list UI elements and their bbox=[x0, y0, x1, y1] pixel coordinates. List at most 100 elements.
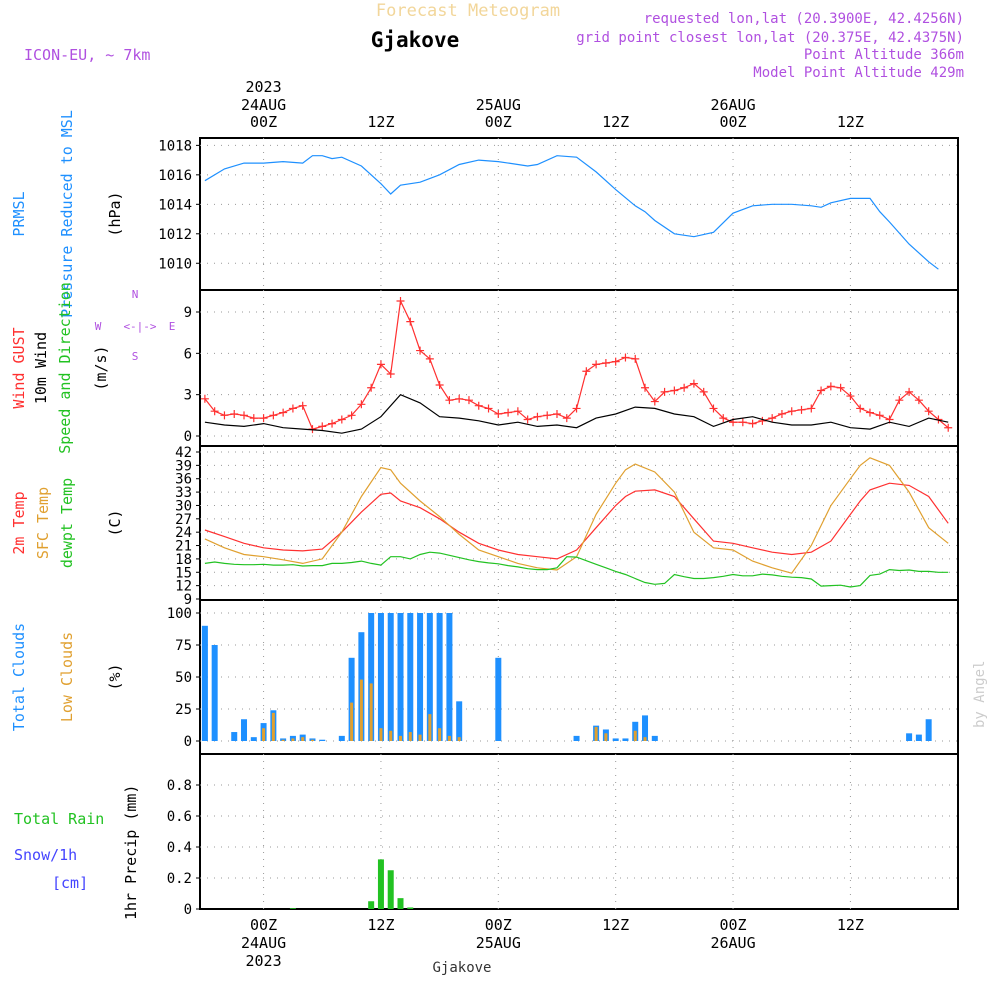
temperature-ytick-label: 9 bbox=[184, 592, 192, 608]
wind-gust-point bbox=[865, 408, 874, 417]
wind-gust-point bbox=[572, 404, 581, 413]
precip-ytick-label: 0.2 bbox=[167, 871, 192, 887]
clouds-bar-total bbox=[651, 735, 658, 741]
wind-gust-point bbox=[641, 383, 650, 392]
pressure-ytick-label: 1014 bbox=[158, 197, 192, 213]
clouds-bar-low bbox=[643, 737, 647, 741]
wind-gust-point bbox=[719, 414, 728, 423]
pressure-ytick-label: 1016 bbox=[158, 168, 192, 184]
temperature-series-2m bbox=[204, 482, 949, 560]
temperature-ytick-label: 21 bbox=[175, 539, 192, 555]
date-label-top: 26AUG bbox=[710, 96, 755, 114]
wind-gust-point bbox=[523, 415, 532, 424]
clouds-bar-low bbox=[281, 739, 285, 741]
clouds-label: Low Clouds bbox=[58, 632, 76, 722]
temperature-ytick-label: 27 bbox=[175, 512, 192, 528]
wind-gust-point bbox=[396, 296, 405, 305]
wind-gust-point bbox=[347, 411, 356, 420]
wind-label: Speed and Direction bbox=[56, 282, 74, 454]
clouds-bar-low bbox=[359, 679, 363, 741]
clouds-bar-total bbox=[241, 719, 248, 741]
temperature-label: (C) bbox=[106, 509, 124, 536]
wind-gust-point bbox=[259, 414, 268, 423]
clouds-bar-low bbox=[428, 714, 432, 741]
wind-series-wind bbox=[204, 393, 949, 434]
date-label-bottom: 25AUG bbox=[476, 934, 521, 952]
precip-label: [cm] bbox=[52, 874, 88, 892]
clouds-labels: Total Clouds Low Clouds (%) bbox=[10, 623, 124, 731]
clouds-bar-low bbox=[369, 683, 373, 741]
compass-label: E bbox=[169, 320, 176, 333]
time-tick-bottom: 00Z bbox=[485, 916, 512, 934]
temperature-label: SFC Temp bbox=[34, 487, 52, 559]
clouds-bar-low bbox=[291, 738, 295, 741]
pressure-series-line bbox=[204, 155, 939, 270]
wind-gust-point bbox=[660, 387, 669, 396]
wind-gust-point bbox=[777, 409, 786, 418]
wind-gust-point bbox=[895, 396, 904, 405]
precip-bar-rain bbox=[377, 859, 384, 909]
time-tick-top: 00Z bbox=[250, 113, 277, 131]
credit-label: by Angel bbox=[972, 661, 988, 728]
wind-gust-point bbox=[249, 414, 258, 423]
clouds-bar-total bbox=[348, 657, 355, 741]
wind-gust-point bbox=[758, 416, 767, 425]
wind-gust-point bbox=[631, 354, 640, 363]
clouds-bar-total bbox=[426, 613, 433, 741]
precip-bar-rain bbox=[407, 907, 414, 909]
date-label-top: 24AUG bbox=[241, 96, 286, 114]
clouds-bar-low bbox=[594, 726, 598, 741]
wind-gust-point bbox=[611, 357, 620, 366]
wind-ytick-label: 0 bbox=[184, 429, 192, 445]
wind-gust-point bbox=[386, 370, 395, 378]
temperature-ytick-label: 42 bbox=[175, 445, 192, 461]
precip-bar-rain bbox=[387, 870, 394, 909]
temperature-ytick-label: 30 bbox=[175, 498, 192, 514]
temperature-ytick-label: 12 bbox=[175, 579, 192, 595]
precip-label: Total Rain bbox=[14, 810, 104, 828]
wind-gust-point bbox=[875, 411, 884, 420]
wind-gust-point bbox=[836, 383, 845, 392]
gridpoint-coords: grid point closest lon,lat (20.375E, 42.… bbox=[576, 30, 964, 46]
pressure-ytick-label: 1010 bbox=[158, 256, 192, 272]
clouds-bar-low bbox=[379, 728, 383, 741]
temperature-series-dewpt bbox=[204, 551, 949, 588]
compass-label: W bbox=[95, 320, 102, 333]
time-tick-top: 00Z bbox=[485, 113, 512, 131]
footer-location: Gjakove bbox=[432, 960, 491, 976]
clouds-bar-low bbox=[271, 712, 275, 741]
wind-frame bbox=[199, 289, 959, 447]
wind-ytick-label: 9 bbox=[184, 305, 192, 321]
clouds-bar-total bbox=[906, 733, 913, 741]
clouds-bar-low bbox=[310, 739, 314, 741]
wind-gust-point bbox=[240, 411, 249, 420]
clouds-ytick-label: 100 bbox=[167, 606, 192, 622]
clouds-bar-low bbox=[438, 728, 442, 741]
wind-ytick-label: 3 bbox=[184, 388, 192, 404]
clouds-bar-total bbox=[573, 735, 580, 741]
wind-gust-point bbox=[699, 387, 708, 396]
pressure-ytick-label: 1018 bbox=[158, 138, 192, 154]
clouds-bar-total bbox=[446, 613, 453, 741]
temperature-ytick-label: 39 bbox=[175, 458, 192, 474]
temperature-label: 2m Temp bbox=[10, 491, 28, 554]
time-tick-bottom: 12Z bbox=[837, 916, 864, 934]
time-tick-bottom: 00Z bbox=[719, 916, 746, 934]
wind-label: (m/s) bbox=[92, 345, 110, 390]
clouds-label: (%) bbox=[106, 663, 124, 690]
wind-gust-point bbox=[474, 401, 483, 410]
clouds-ytick-label: 50 bbox=[175, 670, 192, 686]
wind-gust-point bbox=[533, 412, 542, 421]
date-label-bottom: 24AUG bbox=[241, 934, 286, 952]
temperature-ytick-label: 18 bbox=[175, 552, 192, 568]
compass-rose: N W <-|-> E S bbox=[95, 288, 176, 363]
clouds-bar-low bbox=[447, 735, 451, 741]
clouds-bar-low bbox=[350, 702, 354, 741]
wind-gust-point bbox=[504, 408, 513, 417]
wind-gust-point bbox=[738, 418, 747, 427]
precip-axis-label: 1hr Precip (mm) bbox=[122, 785, 140, 920]
temperature-labels: 2m Temp SFC Temp dewpt Temp (C) bbox=[10, 478, 124, 568]
pressure-label: (hPa) bbox=[106, 191, 124, 236]
wind-gust-point bbox=[846, 392, 855, 401]
wind-gust-point bbox=[513, 407, 522, 416]
